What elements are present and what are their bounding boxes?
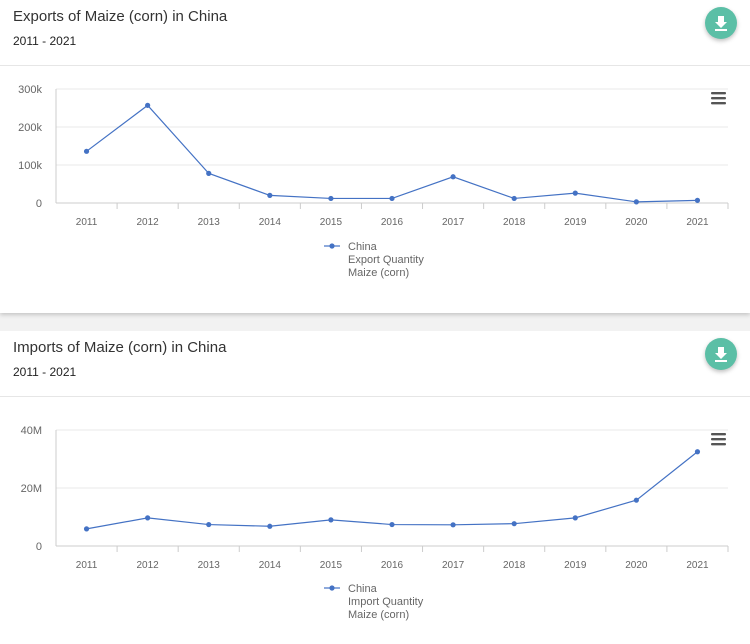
data-point[interactable] [694, 449, 701, 455]
legend-label[interactable]: China [348, 241, 378, 253]
data-point[interactable] [145, 102, 151, 108]
chart-subtitle: 2011 - 2021 [13, 34, 77, 48]
x-tick-label: 2020 [625, 217, 648, 228]
data-point[interactable] [633, 199, 639, 205]
x-tick-label: 2014 [259, 217, 282, 228]
imports-line-chart: 0 20M 40M 2011 2012 2013 2014 2015 2016 2017 2018 2… [21, 425, 729, 621]
x-tick-label: 2018 [503, 217, 526, 228]
legend-marker [329, 243, 335, 249]
x-tick-label: 2017 [442, 560, 465, 571]
series-line [86, 451, 698, 530]
download-button[interactable] [705, 7, 737, 39]
legend-label[interactable]: Import Quantity [348, 596, 424, 608]
data-point[interactable] [389, 521, 395, 528]
x-tick-label: 2016 [381, 217, 404, 228]
x-tick-label: 2015 [320, 217, 343, 228]
legend-marker [329, 585, 335, 591]
x-tick-label: 2016 [381, 560, 404, 571]
y-tick-label: 0 [36, 541, 42, 553]
y-tick-label: 200k [18, 122, 42, 134]
data-point[interactable] [267, 192, 273, 198]
data-point[interactable] [572, 515, 578, 521]
data-point[interactable] [267, 523, 273, 529]
data-point[interactable] [328, 195, 334, 202]
hamburger-menu-icon[interactable] [711, 433, 726, 446]
data-point[interactable] [206, 521, 212, 528]
data-point[interactable] [511, 521, 517, 527]
x-tick-label: 2015 [320, 560, 343, 571]
legend-label[interactable]: Export Quantity [348, 254, 424, 266]
x-tick-label: 2017 [442, 217, 465, 228]
download-icon [715, 347, 727, 362]
data-point[interactable] [633, 497, 639, 503]
y-tick-label: 300k [18, 84, 42, 96]
legend-label[interactable]: Maize (corn) [348, 609, 409, 621]
exports-line-chart: 0 100k 200k 300k 2011 2012 2013 2014 2015 2016 201… [18, 84, 729, 279]
legend-label[interactable]: China [348, 583, 378, 595]
hamburger-menu-icon[interactable] [711, 92, 726, 105]
x-tick-label: 2011 [76, 217, 98, 228]
x-tick-label: 2021 [686, 217, 709, 228]
x-tick-label: 2012 [137, 217, 160, 228]
series-line [86, 104, 698, 203]
data-point[interactable] [511, 195, 517, 202]
x-tick-label: 2019 [564, 217, 587, 228]
x-tick-label: 2018 [503, 560, 526, 571]
chart-title: Exports of Maize (corn) in China [13, 8, 228, 25]
y-tick-label: 0 [36, 198, 42, 210]
download-icon [715, 16, 727, 31]
x-tick-label: 2013 [198, 560, 221, 571]
data-point[interactable] [572, 190, 578, 196]
x-tick-label: 2014 [259, 560, 282, 571]
legend-label[interactable]: Maize (corn) [348, 267, 409, 279]
data-point[interactable] [450, 174, 456, 180]
chart-title: Imports of Maize (corn) in China [13, 339, 227, 356]
x-tick-label: 2013 [198, 217, 221, 228]
y-tick-label: 40M [21, 425, 42, 437]
data-point[interactable] [83, 526, 90, 532]
imports-chart-card: Imports of Maize (corn) in China 2011 - … [0, 331, 750, 644]
download-button[interactable] [705, 338, 737, 370]
data-point[interactable] [145, 515, 151, 521]
exports-chart-card: Exports of Maize (corn) in China 2011 - … [0, 0, 750, 313]
data-point[interactable] [450, 522, 456, 528]
y-tick-label: 20M [21, 483, 42, 495]
data-point[interactable] [328, 517, 334, 523]
x-tick-label: 2011 [76, 560, 98, 571]
chart-subtitle: 2011 - 2021 [13, 365, 77, 379]
y-tick-label: 100k [18, 160, 42, 172]
data-point[interactable] [206, 170, 212, 176]
data-point[interactable] [389, 195, 395, 202]
card-divider [0, 396, 750, 397]
data-point[interactable] [83, 148, 90, 154]
data-point[interactable] [694, 197, 701, 203]
card-divider [0, 65, 750, 66]
x-tick-label: 2020 [625, 560, 648, 571]
x-tick-label: 2012 [137, 560, 160, 571]
x-tick-label: 2019 [564, 560, 587, 571]
x-tick-label: 2021 [686, 560, 709, 571]
